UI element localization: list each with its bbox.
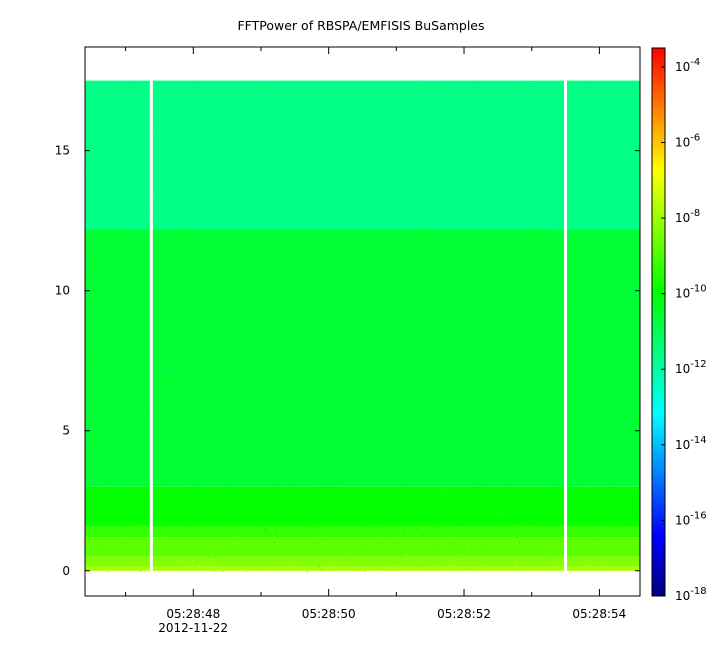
y-tick-label: 0 — [62, 564, 70, 578]
y-tick-label: 5 — [62, 424, 70, 438]
x-tick-label: 05:28:48 — [166, 607, 220, 621]
spectrogram-band — [85, 80, 640, 230]
y-tick-label: 15 — [55, 144, 70, 158]
y-tick-label: 10 — [55, 284, 70, 298]
x-tick-label: 05:28:54 — [572, 607, 626, 621]
chart-title: FFTPower of RBSPA/EMFISIS BuSamples — [237, 18, 484, 33]
colorbar: 10-4 10-6 10-8 10-10 10-12 10-14 10-16 10-18 — [651, 47, 707, 603]
x-tick-label: 05:28:52 — [437, 607, 491, 621]
colorbar-tick-label: 10-6 — [675, 132, 700, 149]
spectrogram-noise — [85, 80, 640, 573]
spectrogram-band — [85, 537, 640, 557]
spectrogram-band — [85, 556, 640, 567]
plot-area — [85, 80, 640, 573]
colorbar-tick-label: 10-10 — [675, 284, 707, 301]
spectrogram-band — [85, 229, 640, 487]
colorbar-tick-label: 10-12 — [675, 359, 707, 376]
plot-frame — [84, 46, 641, 597]
colorbar-tick-label: 10-18 — [675, 586, 707, 603]
colorbar-tick-label: 10-4 — [675, 57, 700, 74]
colorbar-tick-label: 10-8 — [675, 208, 700, 225]
spectrogram-band — [85, 525, 640, 538]
spectrogram-band — [85, 566, 640, 571]
data-gap — [149, 80, 153, 571]
colorbar-tick-label: 10-14 — [675, 435, 707, 452]
colorbar-tick-label: 10-16 — [675, 510, 707, 527]
spectrogram-band — [85, 486, 640, 526]
x-tick-date-label: 2012-11-22 — [158, 621, 228, 635]
data-gap — [564, 80, 568, 571]
colorbar-gradient — [651, 47, 666, 597]
x-tick-label: 05:28:50 — [302, 607, 356, 621]
